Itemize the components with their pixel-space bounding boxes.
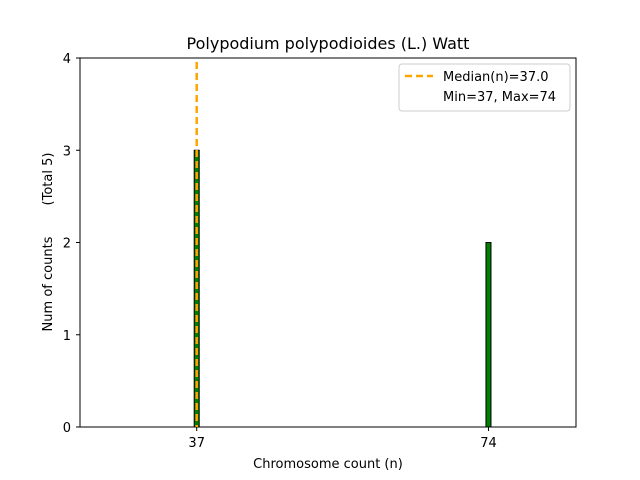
y-tick-label-3: 3 — [63, 144, 71, 159]
bar-74 — [485, 242, 492, 428]
y-tick-label-1: 1 — [63, 329, 71, 344]
legend-entry-range: Min=37, Max=74 — [443, 90, 556, 105]
y-axis-label: Num of counts — [41, 236, 56, 331]
y-tick-label-0: 0 — [63, 421, 71, 436]
legend-box — [398, 63, 571, 112]
y-tick-label-2: 2 — [63, 237, 71, 252]
y-axis-total-label: (Total 5) — [41, 153, 56, 206]
y-tick-label-4: 4 — [63, 52, 71, 67]
legend: Median(n)=37.0 Min=37, Max=74 — [398, 63, 571, 112]
x-axis-label: Chromosome count (n) — [253, 457, 403, 472]
y-axis-ticks: 0 1 2 3 4 — [63, 52, 80, 436]
x-tick-label-74: 74 — [480, 436, 497, 451]
chart-title: Polypodium polypodioides (L.) Watt — [187, 34, 470, 53]
legend-entry-median: Median(n)=37.0 — [443, 70, 549, 85]
x-tick-label-37: 37 — [188, 436, 205, 451]
x-axis-ticks: 37 74 — [188, 427, 497, 451]
